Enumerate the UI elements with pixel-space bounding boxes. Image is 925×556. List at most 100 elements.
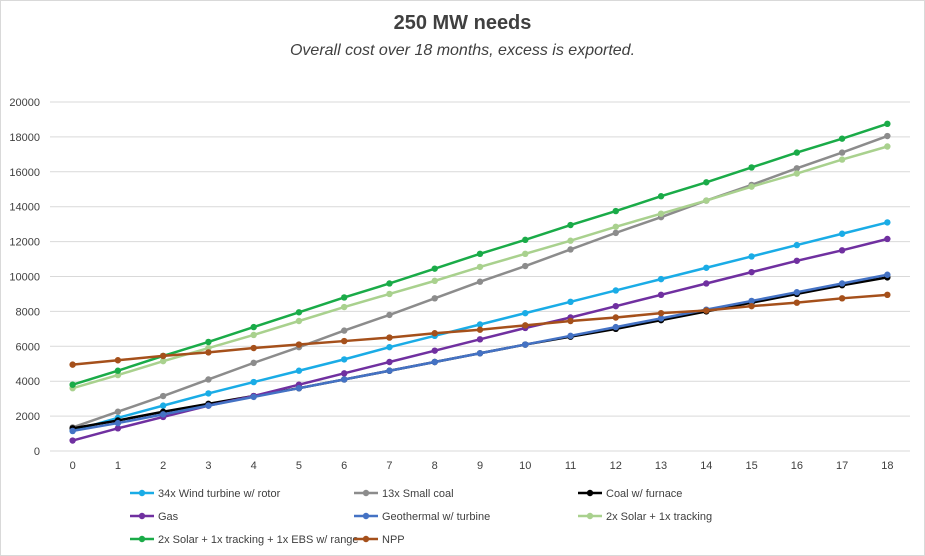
- data-point: [431, 277, 438, 285]
- legend-swatch-marker: [362, 512, 370, 520]
- data-point: [386, 311, 393, 319]
- data-point: [341, 370, 348, 377]
- data-point: [205, 402, 212, 409]
- data-point: [657, 291, 665, 299]
- data-point: [884, 291, 891, 299]
- data-point: [69, 381, 76, 388]
- y-tick-label: 8000: [16, 306, 40, 318]
- data-point: [567, 246, 574, 253]
- legend-label: Geothermal w/ turbine: [382, 511, 490, 523]
- data-point: [657, 193, 665, 200]
- gridlines: [50, 101, 910, 452]
- y-tick-label: 4000: [16, 376, 40, 388]
- legend-label: 2x Solar + 1x tracking + 1x EBS w/ range: [158, 534, 359, 546]
- data-point: [793, 289, 801, 296]
- chart-subtitle: Overall cost over 18 months, excess is e…: [289, 42, 636, 59]
- data-point: [205, 338, 212, 346]
- legend-label: Gas: [158, 511, 179, 523]
- data-point: [884, 235, 891, 243]
- data-point: [205, 390, 212, 397]
- x-tick-label: 12: [610, 460, 622, 472]
- data-point: [748, 297, 755, 305]
- data-point: [386, 367, 393, 374]
- data-point: [386, 343, 393, 351]
- data-point: [612, 207, 619, 215]
- data-point: [612, 314, 619, 321]
- data-point: [114, 419, 122, 427]
- data-point: [838, 149, 846, 156]
- x-tick-label: 10: [519, 460, 531, 472]
- y-tick-label: 0: [34, 446, 40, 458]
- y-tick-label: 20000: [9, 97, 40, 109]
- data-point: [69, 427, 76, 435]
- x-axis-ticks: 0 1 2 3 4 5 6 7 8 9 10 11 12 13 14 15 16 17 18: [70, 460, 894, 472]
- data-point: [884, 143, 891, 150]
- x-tick-label: 7: [386, 460, 392, 472]
- x-tick-label: 17: [836, 460, 848, 472]
- data-point: [476, 321, 484, 328]
- x-tick-label: 9: [477, 460, 483, 472]
- data-point: [250, 393, 257, 401]
- data-point: [114, 425, 122, 432]
- data-point: [250, 378, 257, 386]
- legend-swatch-marker: [586, 512, 594, 520]
- x-tick-label: 11: [565, 460, 576, 472]
- x-tick-label: 3: [205, 460, 211, 472]
- data-point: [522, 250, 529, 258]
- legend-item: 34x Wind turbine w/ rotor: [130, 488, 281, 500]
- data-point: [748, 164, 755, 171]
- y-tick-label: 14000: [9, 202, 40, 214]
- y-axis-ticks: 0 2000 4000 6000 8000 10000 12000 14000 16000 180…: [9, 97, 40, 458]
- data-point: [567, 332, 574, 340]
- y-tick-label: 6000: [16, 341, 40, 353]
- data-point: [69, 361, 76, 368]
- data-point: [386, 290, 393, 298]
- data-point: [159, 411, 167, 418]
- data-point: [250, 359, 257, 367]
- legend-item: Gas: [130, 511, 179, 523]
- data-point: [838, 295, 846, 302]
- data-point: [522, 341, 529, 348]
- legend-item: Geothermal w/ turbine: [354, 511, 490, 523]
- data-point: [341, 327, 348, 334]
- data-point: [612, 229, 619, 237]
- data-point: [884, 132, 891, 140]
- x-tick-label: 1: [115, 460, 121, 472]
- data-point: [567, 237, 574, 244]
- data-point: [295, 367, 303, 374]
- legend-item: NPP: [354, 534, 405, 546]
- data-point: [295, 317, 303, 325]
- data-point: [431, 347, 438, 354]
- data-point: [250, 323, 257, 331]
- legend-swatch-marker: [362, 535, 370, 543]
- x-tick-label: 0: [70, 460, 76, 472]
- data-point: [250, 344, 257, 352]
- data-point: [567, 317, 574, 325]
- x-tick-label: 13: [655, 460, 667, 472]
- data-point: [748, 183, 755, 190]
- data-point: [793, 257, 801, 264]
- y-tick-label: 12000: [9, 237, 40, 249]
- data-point: [476, 263, 484, 271]
- series-5: [69, 143, 891, 392]
- data-point: [793, 241, 801, 249]
- legend-item: 2x Solar + 1x tracking: [578, 511, 712, 523]
- data-point: [69, 437, 76, 444]
- x-tick-label: 6: [341, 460, 347, 472]
- legend: 34x Wind turbine w/ rotor 13x Small coal C…: [130, 488, 712, 546]
- legend-label: Coal w/ furnace: [606, 488, 682, 500]
- data-point: [657, 315, 665, 322]
- x-tick-label: 18: [881, 460, 893, 472]
- x-tick-label: 2: [160, 460, 166, 472]
- legend-label: NPP: [382, 534, 405, 546]
- data-point: [522, 236, 529, 244]
- series-6: [69, 120, 891, 388]
- data-point: [522, 309, 529, 317]
- data-point: [793, 149, 801, 156]
- x-tick-label: 5: [296, 460, 302, 472]
- legend-swatch-marker: [362, 489, 370, 497]
- data-point: [838, 280, 846, 287]
- data-point: [612, 223, 619, 230]
- data-point: [476, 250, 484, 258]
